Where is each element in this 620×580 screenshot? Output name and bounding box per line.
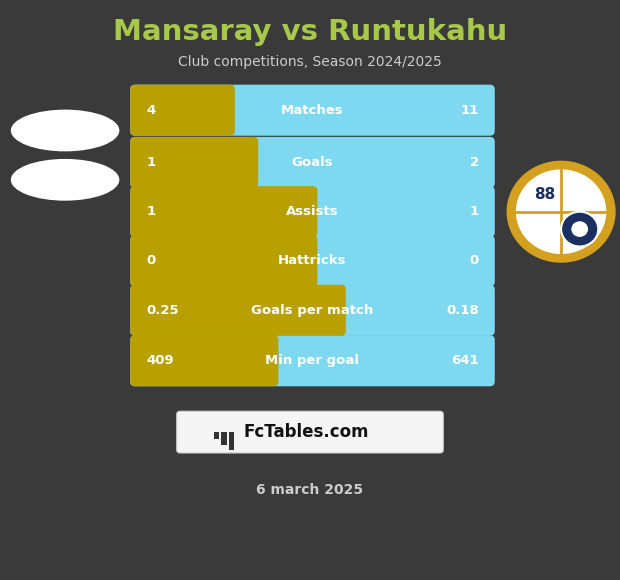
Text: 0.25: 0.25 [146, 304, 179, 317]
Text: Club competitions, Season 2024/2025: Club competitions, Season 2024/2025 [178, 55, 442, 69]
Text: 0: 0 [146, 255, 156, 267]
FancyBboxPatch shape [130, 285, 495, 336]
Text: FcTables.com: FcTables.com [244, 423, 369, 441]
Text: Hattricks: Hattricks [278, 255, 347, 267]
Text: 1: 1 [146, 156, 156, 169]
Circle shape [571, 221, 588, 237]
Text: Min per goal: Min per goal [265, 354, 360, 367]
Text: Goals per match: Goals per match [251, 304, 374, 317]
Text: 641: 641 [451, 354, 479, 367]
FancyBboxPatch shape [130, 186, 317, 237]
Text: 4: 4 [146, 104, 156, 117]
Ellipse shape [11, 159, 119, 201]
Text: 88: 88 [534, 187, 556, 202]
Text: Assists: Assists [286, 205, 339, 218]
Circle shape [561, 212, 598, 246]
Text: 0: 0 [469, 255, 479, 267]
Text: 0.18: 0.18 [446, 304, 479, 317]
FancyBboxPatch shape [177, 411, 443, 453]
Ellipse shape [11, 110, 119, 151]
FancyBboxPatch shape [130, 335, 278, 386]
Text: 2: 2 [469, 156, 479, 169]
FancyBboxPatch shape [214, 432, 219, 439]
FancyBboxPatch shape [130, 285, 346, 336]
Text: 409: 409 [146, 354, 174, 367]
Text: 6 march 2025: 6 march 2025 [257, 483, 363, 497]
Circle shape [516, 169, 606, 254]
FancyBboxPatch shape [221, 432, 227, 445]
Text: 1: 1 [469, 205, 479, 218]
FancyBboxPatch shape [130, 235, 317, 287]
FancyBboxPatch shape [130, 335, 495, 386]
FancyBboxPatch shape [130, 235, 495, 287]
Text: Goals: Goals [291, 156, 334, 169]
FancyBboxPatch shape [130, 85, 495, 136]
Text: 11: 11 [461, 104, 479, 117]
FancyBboxPatch shape [130, 137, 258, 188]
Text: 1: 1 [146, 205, 156, 218]
Text: Matches: Matches [281, 104, 344, 117]
Text: Mansaray vs Runtukahu: Mansaray vs Runtukahu [113, 18, 507, 46]
FancyBboxPatch shape [130, 186, 495, 237]
FancyBboxPatch shape [130, 85, 235, 136]
FancyBboxPatch shape [229, 432, 234, 450]
Circle shape [507, 161, 616, 263]
FancyBboxPatch shape [130, 137, 495, 188]
